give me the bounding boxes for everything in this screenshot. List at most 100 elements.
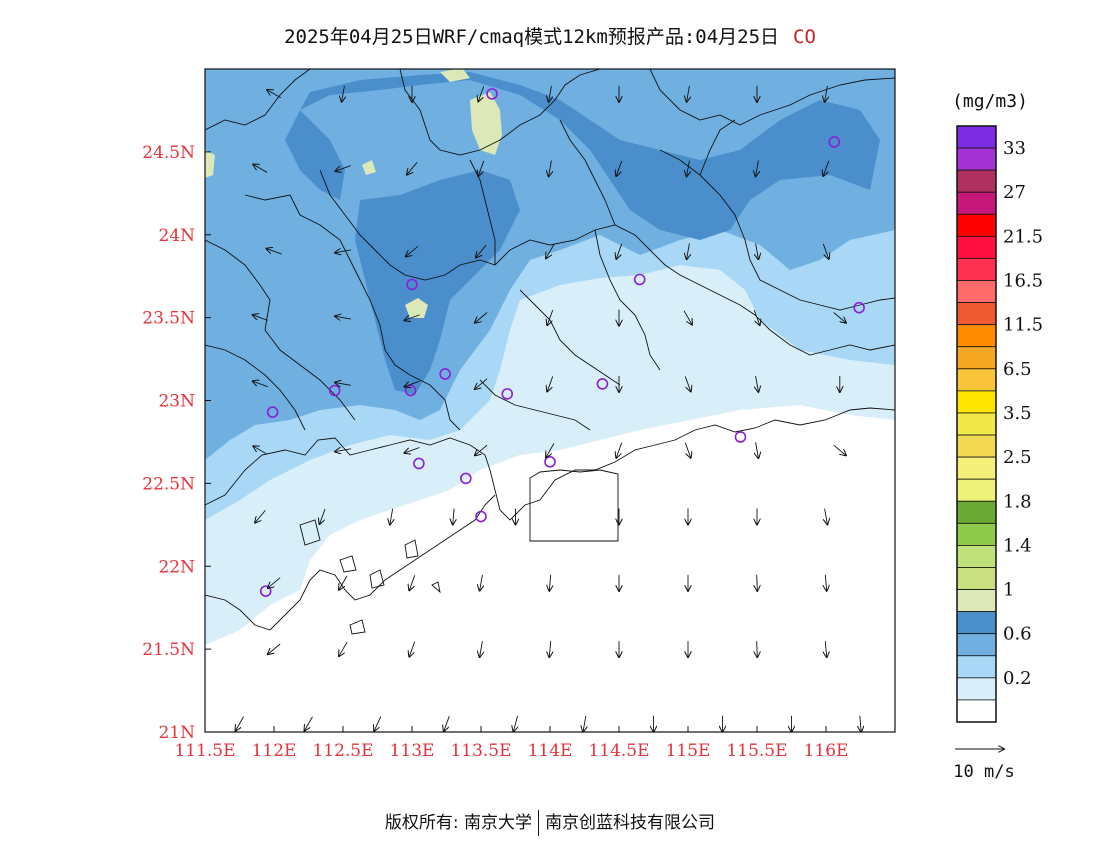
wind-arrow bbox=[549, 574, 550, 591]
wind-arrow bbox=[253, 446, 268, 455]
color-legend: (mg/m3) 33 27 21.5 16.5 11.5 6.5 3.5 2.5 1.8 1.4 1… bbox=[952, 91, 1043, 723]
legend-label: 3.5 bbox=[1003, 403, 1032, 424]
wind-arrow bbox=[616, 160, 623, 176]
wind-arrow bbox=[756, 442, 759, 458]
legend-swatch bbox=[956, 633, 997, 657]
wind-arrow bbox=[407, 162, 418, 174]
wind-arrow bbox=[687, 85, 690, 102]
legend-label: 11.5 bbox=[1003, 315, 1043, 336]
legend-swatch bbox=[956, 213, 997, 237]
wind-arrow bbox=[547, 309, 554, 325]
wind-arrow bbox=[757, 641, 758, 657]
station-marker bbox=[486, 88, 498, 100]
legend-swatch bbox=[956, 589, 997, 613]
wind-arrow bbox=[404, 380, 420, 386]
x-tick-label: 113E bbox=[390, 741, 435, 761]
wind-arrow bbox=[475, 444, 488, 455]
legend-swatch bbox=[956, 235, 997, 259]
wind-arrow bbox=[825, 508, 828, 525]
title-main: 2025年04月25日WRF/cmaq模式12km预报产品:04月25日 bbox=[284, 26, 780, 48]
legend-swatch bbox=[956, 324, 997, 348]
legend-label: 33 bbox=[1003, 138, 1026, 159]
wind-arrow bbox=[823, 160, 830, 176]
province-north bbox=[205, 69, 895, 156]
wind-arrow bbox=[266, 249, 282, 255]
coastline-islands bbox=[299, 519, 441, 635]
wind-arrow bbox=[687, 243, 690, 259]
station-marker bbox=[460, 472, 472, 485]
wind-arrow bbox=[444, 716, 450, 731]
wind-arrow bbox=[833, 312, 846, 322]
wind-arrow bbox=[390, 508, 393, 525]
legend-swatch bbox=[956, 478, 997, 502]
x-tick-label: 112E bbox=[252, 741, 297, 761]
wind-vectors bbox=[236, 85, 862, 732]
field-1-2-e bbox=[362, 160, 376, 175]
wind-arrow bbox=[404, 447, 420, 452]
wind-arrow bbox=[547, 376, 554, 391]
wind-arrow bbox=[253, 381, 268, 388]
wind-arrow bbox=[684, 442, 690, 458]
y-tick-label: 23.5N bbox=[142, 309, 195, 329]
wind-arrow bbox=[406, 245, 419, 256]
wind-arrow bbox=[236, 716, 244, 731]
legend-swatch bbox=[956, 434, 997, 458]
x-axis-ticks: 111.5E 112E 112.5E 113E 113.5E 114E 114.5E 115E… bbox=[174, 726, 848, 761]
wind-arrow bbox=[453, 508, 454, 525]
legend-swatch bbox=[956, 169, 997, 193]
y-tick-label: 23N bbox=[158, 392, 195, 412]
wind-arrow bbox=[409, 641, 416, 657]
legend-swatch bbox=[956, 368, 997, 392]
x-tick-label: 114.5E bbox=[588, 741, 649, 761]
station-marker bbox=[501, 388, 514, 400]
wind-arrow bbox=[475, 312, 488, 322]
wind-arrow bbox=[833, 444, 846, 455]
y-axis-ticks: 21N 21.5N 22N 22.5N 23N 23.5N 24N 24.5N bbox=[142, 143, 211, 743]
legend-swatch bbox=[956, 699, 997, 723]
legend-label: 21.5 bbox=[1003, 226, 1043, 247]
station-marker bbox=[853, 301, 865, 314]
legend-swatch bbox=[956, 302, 997, 326]
wind-arrow bbox=[825, 641, 826, 657]
field-1-2-a bbox=[470, 92, 502, 155]
wind-scale-label: 10 m/s bbox=[953, 762, 1014, 782]
wind-arrow bbox=[335, 383, 351, 386]
legend-label: 1.4 bbox=[1003, 535, 1032, 556]
legend-label: 6.5 bbox=[1003, 359, 1032, 380]
legend-swatch bbox=[956, 655, 997, 679]
wind-arrow bbox=[616, 442, 623, 458]
footer-right: 南京创蓝科技有限公司 bbox=[545, 813, 716, 833]
legend-swatch bbox=[956, 677, 997, 701]
station-marker bbox=[475, 510, 487, 523]
wind-arrow bbox=[549, 160, 552, 177]
wind-arrow bbox=[616, 243, 623, 259]
wind-arrow bbox=[335, 449, 351, 452]
legend-border bbox=[956, 125, 997, 723]
wind-arrow bbox=[268, 577, 281, 588]
figure-title: 2025年04月25日WRF/cmaq模式12km预报产品:04月25日 CO bbox=[0, 22, 1100, 49]
wind-arrow bbox=[822, 243, 828, 259]
station-marker bbox=[596, 378, 609, 390]
legend-label: 27 bbox=[1003, 182, 1026, 203]
concentration-field bbox=[205, 69, 895, 732]
footer-separator bbox=[538, 810, 540, 836]
x-tick-label: 112.5E bbox=[312, 741, 373, 761]
legend-swatch bbox=[956, 522, 997, 546]
y-tick-label: 21N bbox=[158, 723, 195, 743]
wind-arrow bbox=[683, 310, 692, 325]
wind-arrow bbox=[825, 574, 826, 591]
wind-arrow bbox=[546, 443, 555, 457]
x-tick-label: 115E bbox=[666, 741, 711, 761]
wind-arrow bbox=[342, 85, 345, 102]
county-lines-west bbox=[205, 169, 496, 431]
wind-arrow bbox=[478, 86, 485, 101]
legend-label: 0.6 bbox=[1003, 624, 1032, 645]
wind-arrow bbox=[583, 715, 586, 732]
station-marker bbox=[259, 585, 272, 597]
field-1-2-b bbox=[405, 298, 428, 318]
field-1-2-c bbox=[440, 69, 470, 82]
wind-arrow bbox=[255, 510, 266, 522]
legend-swatch bbox=[956, 390, 997, 414]
